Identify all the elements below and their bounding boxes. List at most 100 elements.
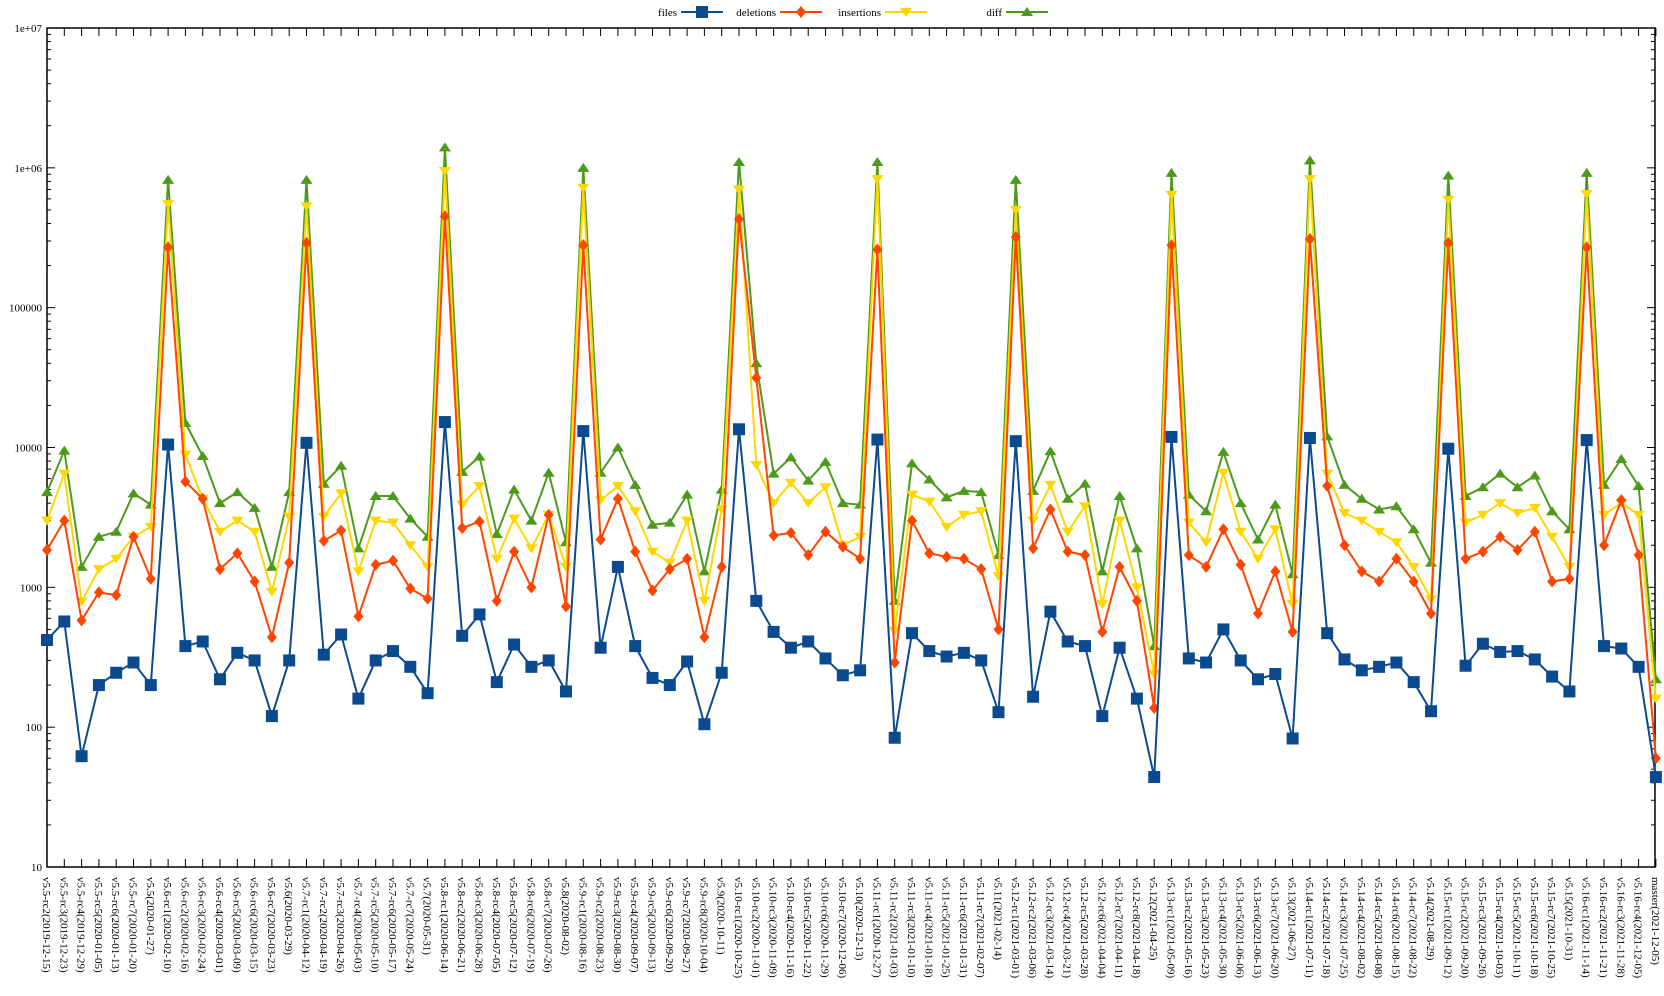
x-tick-label: v5.13-rc1(2021-05-09) xyxy=(1165,877,1177,978)
x-tick-label: v5.14-rc6(2021-08-15) xyxy=(1389,877,1401,978)
data-point-files xyxy=(577,425,590,438)
data-point-insertions xyxy=(1338,509,1351,519)
data-point-files xyxy=(1200,656,1213,669)
data-point-insertions xyxy=(1390,538,1403,548)
data-point-diff xyxy=(681,489,694,499)
data-point-diff xyxy=(923,474,936,484)
x-tick-label: v5.13-rc2(2021-05-16) xyxy=(1182,877,1194,978)
data-point-diff xyxy=(1494,468,1507,478)
x-tick-label: v5.13-rc5(2021-06-06) xyxy=(1234,877,1246,978)
data-point-diff xyxy=(1390,501,1403,511)
data-point-diff xyxy=(1407,524,1420,534)
data-point-files xyxy=(1286,732,1299,745)
data-point-deletions xyxy=(699,631,710,644)
x-tick-label: v5.12-rc5(2021-03-28) xyxy=(1078,877,1090,978)
data-point-deletions xyxy=(1581,241,1592,254)
data-point-insertions xyxy=(750,460,763,470)
data-point-files xyxy=(1390,656,1403,669)
data-point-files xyxy=(162,438,175,451)
x-tick-label: v5.8-rc3(2020-06-28) xyxy=(473,877,485,973)
data-point-diff xyxy=(750,358,763,368)
data-point-insertions xyxy=(923,497,936,507)
data-point-insertions xyxy=(888,626,901,636)
data-point-deletions xyxy=(353,610,364,623)
data-point-files xyxy=(611,560,624,573)
data-point-deletions xyxy=(958,552,969,565)
x-tick-label: v5.9(2020-10-11) xyxy=(715,877,727,955)
data-point-files xyxy=(975,654,988,667)
data-point-insertions xyxy=(802,499,815,509)
data-point-deletions xyxy=(837,540,848,553)
data-point-insertions xyxy=(490,554,503,564)
data-point-insertions xyxy=(1303,175,1316,185)
data-point-diff xyxy=(1303,155,1316,165)
data-point-diff xyxy=(975,487,988,497)
data-point-insertions xyxy=(231,516,244,526)
data-point-insertions xyxy=(1130,583,1143,593)
legend-item-insertions: insertions xyxy=(838,7,927,19)
data-point-files xyxy=(1563,685,1576,698)
x-tick-label: v5.9-rc6(2020-09-20) xyxy=(663,877,675,973)
data-point-diff xyxy=(162,174,175,184)
data-point-diff xyxy=(1252,534,1264,544)
x-tick-label: v5.7(2020-05-31) xyxy=(421,877,433,955)
legend-label: insertions xyxy=(838,7,881,19)
data-point-files xyxy=(1148,771,1161,784)
data-point-insertions xyxy=(473,482,486,492)
data-point-insertions xyxy=(162,200,175,210)
data-point-files xyxy=(214,673,226,686)
data-point-deletions xyxy=(388,554,398,567)
data-point-diff xyxy=(1165,167,1178,177)
legend-label: diff xyxy=(986,7,1002,19)
data-point-files xyxy=(1321,627,1334,640)
data-point-deletions xyxy=(1443,237,1454,250)
data-point-diff xyxy=(75,561,88,571)
data-point-insertions xyxy=(525,544,538,554)
data-point-insertions xyxy=(421,562,434,572)
data-point-files xyxy=(404,660,417,673)
data-point-insertions xyxy=(1511,509,1524,519)
data-point-insertions xyxy=(1096,599,1109,609)
data-point-deletions xyxy=(439,210,450,223)
data-point-files xyxy=(1182,652,1195,665)
data-point-files xyxy=(1165,430,1178,443)
data-point-files xyxy=(352,692,365,705)
x-tick-label: v5.12-rc8(2021-04-18) xyxy=(1130,877,1142,978)
x-tick-label: v5.7-rc7(2020-05-24) xyxy=(403,877,415,973)
data-point-deletions xyxy=(457,522,468,535)
x-tick-label: v5.6-rc4(2020-03-01) xyxy=(213,877,225,973)
x-tick-label: v5.5(2020-01-27) xyxy=(144,877,156,955)
data-point-deletions xyxy=(370,558,381,571)
data-point-diff xyxy=(871,157,884,167)
data-point-files xyxy=(283,654,296,667)
data-point-insertions xyxy=(1217,468,1230,478)
data-point-deletions xyxy=(1045,503,1056,516)
data-point-files xyxy=(836,669,849,682)
data-point-files xyxy=(733,423,745,436)
data-point-deletions xyxy=(526,581,537,594)
data-point-files xyxy=(992,706,1005,719)
data-point-deletions xyxy=(474,515,485,528)
data-point-deletions xyxy=(76,614,87,627)
data-point-deletions xyxy=(318,534,329,547)
data-point-insertions xyxy=(1649,694,1662,704)
data-point-deletions xyxy=(336,524,347,537)
data-point-files xyxy=(1338,653,1351,666)
x-tick-label: v5.11-rc4(2021-01-18) xyxy=(922,877,934,978)
legend: files deletions insertions diff xyxy=(658,6,1048,19)
data-point-insertions xyxy=(58,469,71,479)
data-point-deletions xyxy=(301,237,312,250)
data-point-insertions xyxy=(508,514,521,524)
data-point-diff xyxy=(646,519,659,529)
data-point-files xyxy=(248,654,261,667)
data-point-deletions xyxy=(1374,575,1385,588)
x-tick-label: master(2021-12-05) xyxy=(1649,877,1661,965)
data-point-files xyxy=(698,718,711,731)
data-point-diff xyxy=(490,529,503,539)
data-point-diff xyxy=(784,452,797,462)
data-point-diff xyxy=(438,142,451,152)
x-tick-label: v5.11-rc1(2020-12-27) xyxy=(870,877,882,978)
data-point-files xyxy=(767,625,780,638)
data-point-deletions xyxy=(128,530,139,543)
x-tick-label: v5.11-rc6(2021-01-31) xyxy=(957,877,969,978)
